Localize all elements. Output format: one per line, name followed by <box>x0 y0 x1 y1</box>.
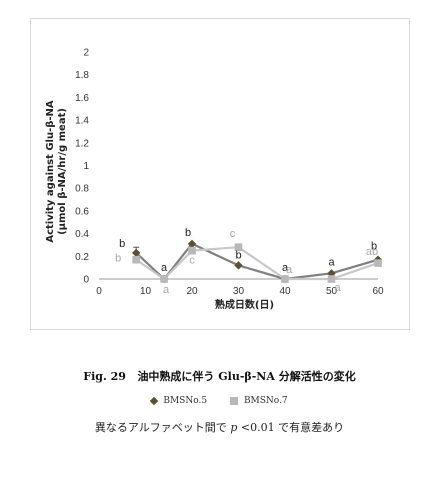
x-tick-label: 50 <box>326 286 338 297</box>
data-point-diamond <box>234 261 243 270</box>
significance-label: a <box>286 264 293 276</box>
y-tick-label: 1.4 <box>75 116 89 127</box>
data-point-square <box>374 259 382 267</box>
square-marker-icon <box>229 396 238 405</box>
significance-label: b <box>115 253 121 265</box>
data-point-square <box>327 275 336 283</box>
significance-label: a <box>334 282 341 294</box>
significance-label: a <box>328 256 335 268</box>
x-axis-title: 熟成日数(日) <box>215 298 274 311</box>
y-tick-label: 1.8 <box>75 70 89 81</box>
x-tick-label: 10 <box>140 286 152 297</box>
significance-label: ab <box>366 246 378 258</box>
legend: BMSNo.5 BMSNo.7 <box>0 396 439 407</box>
legend-item-bms7: BMSNo.7 <box>229 396 288 406</box>
significance-note: 異なるアルファベット間で p <0.01 で有意差あり <box>0 419 439 435</box>
x-tick-label: 40 <box>279 286 291 297</box>
y-tick-label: 1.6 <box>75 93 89 104</box>
data-point-square <box>188 246 196 255</box>
note-suffix: <0.01 で有意差あり <box>240 421 345 434</box>
y-tick-label: 2 <box>83 48 89 59</box>
significance-label: c <box>230 228 236 240</box>
significance-label: b <box>371 241 377 253</box>
y-tick-label: 1 <box>83 161 89 172</box>
data-point-square <box>281 275 289 283</box>
y-axis-title-line: (μmol β-NA/hr/g meat) <box>57 108 68 235</box>
y-tick-label: 0 <box>83 275 89 286</box>
y-tick-label: 0.8 <box>75 184 89 195</box>
legend-item-bms5: BMSNo.5 <box>150 396 208 406</box>
y-axis-title-line: Activity against Glu-β-NA <box>45 100 56 243</box>
series-line-1 <box>135 246 379 281</box>
x-tick-label: 60 <box>372 286 384 297</box>
y-tick-label: 1.2 <box>75 138 89 149</box>
legend-label-bms5: BMSNo.5 <box>163 396 208 406</box>
significance-label: a <box>163 284 170 296</box>
significance-label: b <box>119 238 125 250</box>
significance-label: a <box>282 262 289 274</box>
figure-title: 油中熟成に伴う Glu-β-NA 分解活性の変化 <box>137 370 356 383</box>
figure-caption: Fig. 29 油中熟成に伴う Glu-β-NA 分解活性の変化 <box>0 368 439 384</box>
x-tick-label: 30 <box>233 286 245 297</box>
diamond-marker-icon <box>150 396 159 405</box>
figure-number: Fig. 29 <box>83 370 126 383</box>
data-point-square <box>234 243 243 252</box>
y-axis-title: Activity against Glu-β-NA (μmol β-NA/hr/g… <box>45 100 68 243</box>
chart-plot: 00.20.40.60.811.21.41.61.820 10 20 30 40 50 60… <box>45 48 384 312</box>
y-tick-label: 0.2 <box>75 252 89 263</box>
series-line-0 <box>135 242 379 281</box>
data-point-diamond <box>132 248 141 258</box>
significance-label: b <box>185 227 191 239</box>
data-point-square <box>160 275 168 283</box>
significance-label: a <box>161 262 168 274</box>
note-p-symbol: p <box>230 421 238 434</box>
data-point-diamond <box>187 239 197 249</box>
legend-label-bms7: BMSNo.7 <box>243 396 288 406</box>
note-prefix: 異なるアルファベット間で <box>94 421 227 434</box>
significance-label: b <box>235 249 241 261</box>
y-tick-label: 0.4 <box>75 229 89 240</box>
chart-frame: 0 0.2 0.4 0.6 0.8 1 1.2 1.4 1.6 1.8 2 0 10 20 30 40 50 60… <box>30 18 410 330</box>
significance-label: c <box>189 255 195 267</box>
y-tick-label: 0.6 <box>75 206 89 217</box>
data-point-square <box>132 255 140 264</box>
x-tick-label: 0 <box>96 286 102 297</box>
x-tick-label: 20 <box>186 286 198 297</box>
